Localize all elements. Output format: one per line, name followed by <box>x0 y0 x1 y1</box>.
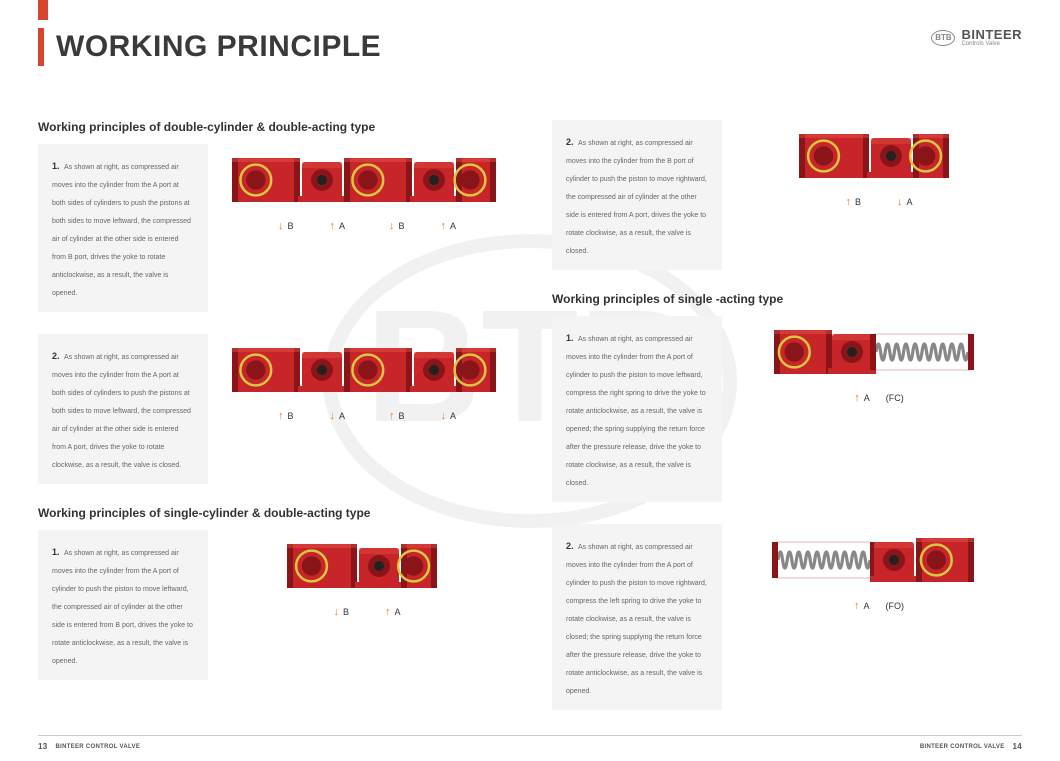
port-labels: BA <box>736 196 1022 208</box>
actuator-diagram: A (FO) <box>736 524 1022 612</box>
title-accent-bar <box>38 28 44 66</box>
section-title: Working principles of double-cylinder & … <box>38 120 512 134</box>
principle-item: 2. As shown at right, as compressed air … <box>38 334 512 484</box>
actuator-diagram: A (FC) <box>736 316 1022 404</box>
page-num-left: 13 <box>38 742 48 751</box>
port-A: A <box>441 220 457 232</box>
port-labels: BA <box>222 606 512 618</box>
footer-text-right: BINTEER CONTROL VALVE <box>920 744 1005 750</box>
port-A: A <box>441 410 457 422</box>
page-num-right: 14 <box>1013 742 1023 751</box>
description-card: 1. As shown at right, as compressed air … <box>38 144 208 312</box>
port-B: B <box>278 220 294 232</box>
item-number: 2. <box>52 351 60 361</box>
description-card: 1. As shown at right, as compressed air … <box>38 530 208 680</box>
right-column: 2. As shown at right, as compressed air … <box>552 120 1022 732</box>
footer-text-left: BINTEER CONTROL VALVE <box>56 744 141 750</box>
port-labels: A (FC) <box>736 392 1022 404</box>
top-accent-bar <box>38 0 48 20</box>
description-card: 2. As shown at right, as compressed air … <box>552 524 722 710</box>
brand-name: BINTEER <box>961 28 1022 41</box>
port-B: B <box>389 220 405 232</box>
description-card: 1. As shown at right, as compressed air … <box>552 316 722 502</box>
principle-item: 1. As shown at right, as compressed air … <box>552 316 1022 502</box>
page-footer: 13 BINTEER CONTROL VALVE BINTEER CONTROL… <box>38 735 1022 751</box>
actuator-diagram: BA <box>222 530 512 618</box>
item-number: 2. <box>566 137 574 147</box>
item-description: As shown at right, as compressed air mov… <box>52 164 191 297</box>
diagram-suffix: (FO) <box>886 601 905 611</box>
description-card: 2. As shown at right, as compressed air … <box>552 120 722 270</box>
port-A: A <box>854 392 870 404</box>
principle-item: 1. As shown at right, as compressed air … <box>38 530 512 680</box>
content-grid: Working principles of double-cylinder & … <box>38 120 1022 732</box>
item-description: As shown at right, as compressed air mov… <box>52 550 193 665</box>
page-header: WORKING PRINCIPLE BTB BINTEER Controls V… <box>38 28 1022 66</box>
item-number: 1. <box>566 333 574 343</box>
section-title: Working principles of single-cylinder & … <box>38 506 512 520</box>
section-title: Working principles of single -acting typ… <box>552 292 1022 306</box>
item-description: As shown at right, as compressed air mov… <box>566 336 706 487</box>
port-B: B <box>333 606 349 618</box>
main-title: WORKING PRINCIPLE <box>38 28 381 66</box>
port-labels: A (FO) <box>736 600 1022 612</box>
port-B: B <box>845 196 861 208</box>
item-number: 2. <box>566 541 574 551</box>
principle-item: 1. As shown at right, as compressed air … <box>38 144 512 312</box>
brand-logo: BTB BINTEER Controls Valve <box>931 28 1022 47</box>
port-A: A <box>385 606 401 618</box>
left-column: Working principles of double-cylinder & … <box>38 120 512 732</box>
principle-item: 2. As shown at right, as compressed air … <box>552 524 1022 710</box>
description-card: 2. As shown at right, as compressed air … <box>38 334 208 484</box>
logo-badge: BTB <box>931 30 955 46</box>
item-number: 1. <box>52 547 60 557</box>
page-title: WORKING PRINCIPLE <box>56 30 381 64</box>
actuator-diagram: BABA <box>222 144 512 232</box>
port-labels: BABA <box>222 410 512 422</box>
actuator-diagram: BABA <box>222 334 512 422</box>
port-B: B <box>278 410 294 422</box>
port-A: A <box>329 410 345 422</box>
item-description: As shown at right, as compressed air mov… <box>566 140 707 255</box>
port-A: A <box>897 196 913 208</box>
actuator-diagram: BA <box>736 120 1022 208</box>
diagram-suffix: (FC) <box>886 393 904 403</box>
port-A: A <box>854 600 870 612</box>
port-A: A <box>329 220 345 232</box>
port-B: B <box>389 410 405 422</box>
port-labels: BABA <box>222 220 512 232</box>
principle-item: 2. As shown at right, as compressed air … <box>552 120 1022 270</box>
item-description: As shown at right, as compressed air mov… <box>566 544 707 695</box>
item-description: As shown at right, as compressed air mov… <box>52 354 191 469</box>
item-number: 1. <box>52 161 60 171</box>
